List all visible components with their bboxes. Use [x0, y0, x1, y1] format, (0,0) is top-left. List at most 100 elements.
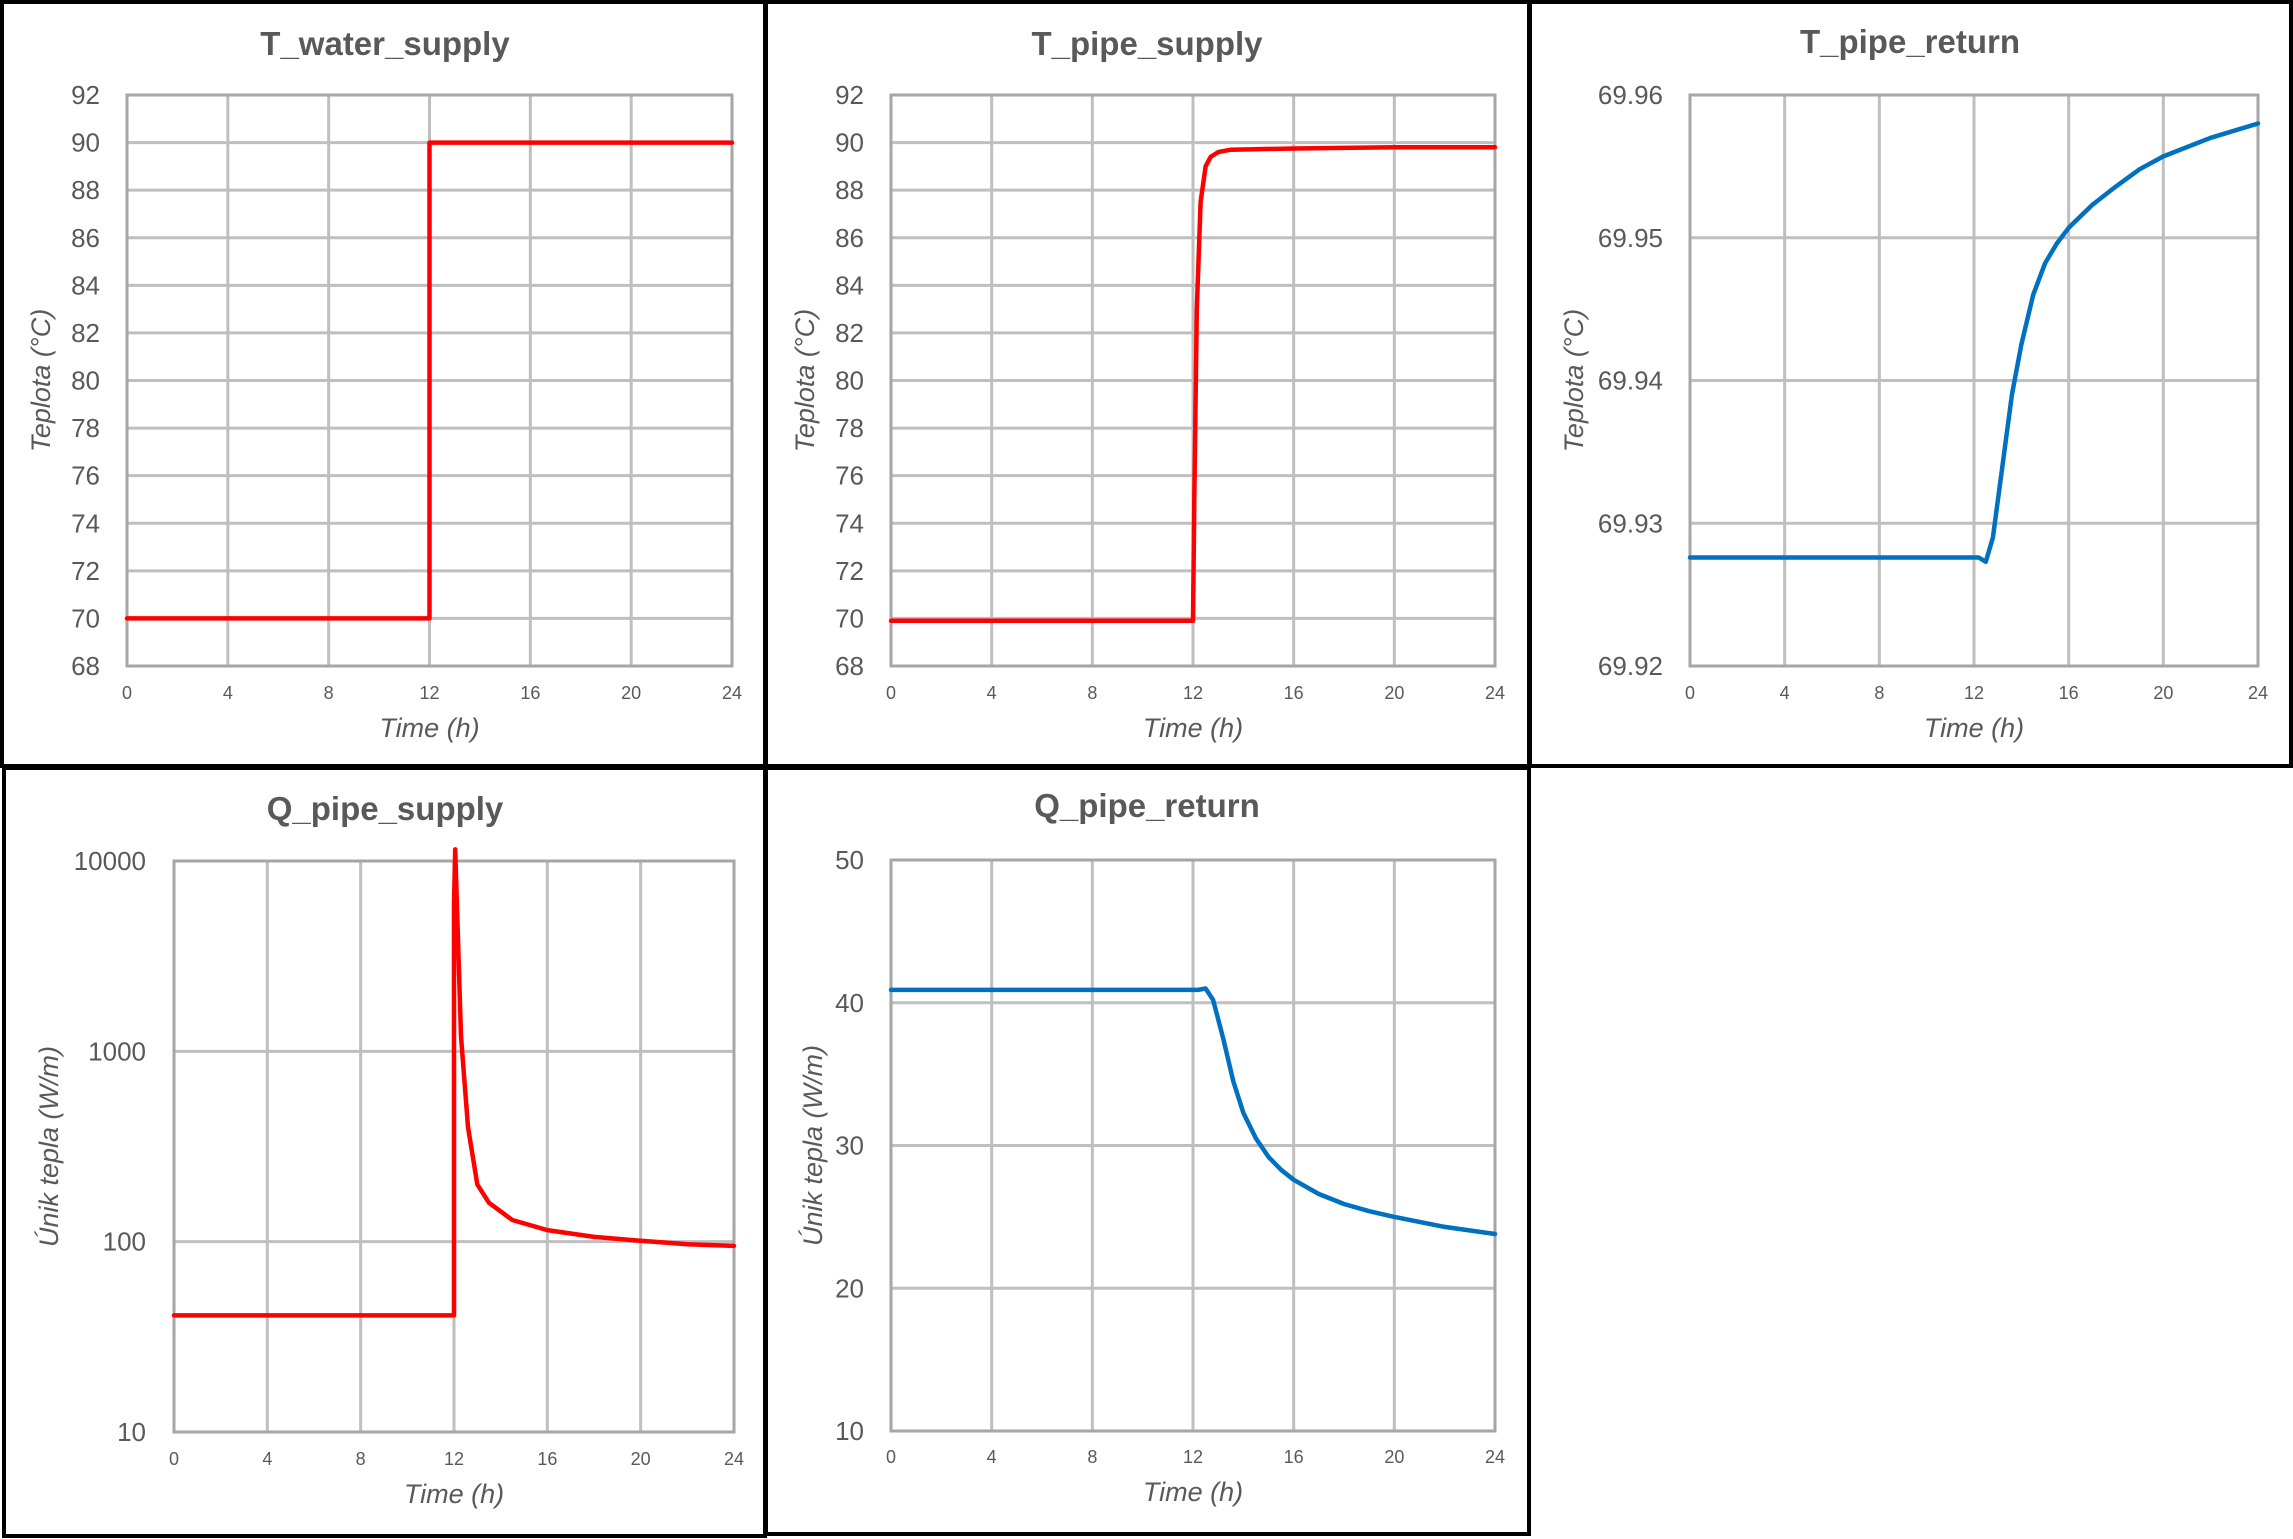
y-tick-label: 88: [835, 175, 864, 205]
y-tick-label: 78: [71, 413, 100, 443]
x-tick-label: 4: [987, 683, 997, 703]
y-tick-label: 10: [835, 1416, 864, 1446]
panel-border: [0, 0, 767, 768]
y-tick-label: 74: [835, 508, 864, 538]
panel-border: [764, 766, 1531, 1536]
plot-area: 0 4 8 12 16 20 24 10 100 1000 10000 Time (h) Únik te…: [33, 846, 744, 1509]
y-tick-label: 10: [117, 1417, 146, 1447]
x-tick-label: 20: [2153, 683, 2173, 703]
y-tick-label: 68: [71, 651, 100, 681]
y-tick-label: 69.93: [1598, 508, 1663, 538]
y-tick-label: 50: [835, 845, 864, 875]
y-tick-label: 86: [71, 223, 100, 253]
x-axis-label: Time (h): [1143, 713, 1243, 743]
x-tick-label: 8: [356, 1449, 366, 1469]
plot-area: 0 4 8 12 16 20 24 10 20 30 40 50 Time (h) Únik tepla …: [797, 845, 1505, 1507]
x-axis-label: Time (h): [1924, 713, 2024, 743]
y-tick-label: 72: [835, 556, 864, 586]
panel-border: [1528, 0, 2293, 768]
panel-q-pipe-supply: Q_pipe_supply 0 4 8 12 16 20 24 10 100 1000 10000 T…: [2, 766, 767, 1538]
y-tick-label: 70: [835, 603, 864, 633]
x-tick-label: 4: [1780, 683, 1790, 703]
x-axis-label: Time (h): [1143, 1477, 1243, 1507]
y-axis-label: Teplota (°C): [790, 309, 820, 452]
y-tick-label: 86: [835, 223, 864, 253]
x-tick-label: 0: [886, 1447, 896, 1467]
chart-title: Q_pipe_supply: [267, 790, 504, 827]
panel-t-pipe-return: T_pipe_return 0 4 8 12 16 20 24 69.92 69.93 69.94…: [1528, 0, 2293, 768]
x-tick-label: 20: [1384, 1447, 1404, 1467]
y-tick-label: 88: [71, 175, 100, 205]
y-tick-label: 90: [835, 128, 864, 158]
x-tick-label: 24: [724, 1449, 744, 1469]
y-tick-label: 69.92: [1598, 651, 1663, 681]
x-tick-label: 8: [1087, 1447, 1097, 1467]
y-tick-label: 69.94: [1598, 366, 1663, 396]
x-tick-label: 0: [169, 1449, 179, 1469]
y-tick-label: 78: [835, 413, 864, 443]
plot-frame: [889, 93, 1497, 668]
y-tick-label: 76: [71, 461, 100, 491]
plot-frame: [889, 858, 1497, 1433]
plot-area: 0 4 8 12 16 20 24 69.92 69.93 69.94 69.95 69.96 Time…: [1559, 80, 2268, 743]
plot-frame: [1688, 93, 2260, 668]
x-tick-label: 16: [537, 1449, 557, 1469]
x-tick-label: 12: [444, 1449, 464, 1469]
y-tick-label: 72: [71, 556, 100, 586]
y-tick-label: 82: [835, 318, 864, 348]
y-tick-label: 30: [835, 1131, 864, 1161]
y-tick-label: 100: [103, 1227, 146, 1257]
chart-title: T_water_supply: [260, 25, 510, 62]
y-axis-label: Únik tepla (W/m): [33, 1046, 64, 1247]
x-tick-label: 0: [1685, 683, 1695, 703]
x-tick-label: 0: [122, 683, 132, 703]
x-tick-label: 24: [1485, 1447, 1505, 1467]
panel-border: [764, 0, 1531, 768]
y-tick-label: 82: [71, 318, 100, 348]
y-tick-label: 69.95: [1598, 223, 1663, 253]
x-tick-label: 8: [1874, 683, 1884, 703]
y-tick-label: 69.96: [1598, 80, 1663, 110]
y-tick-label: 84: [71, 270, 100, 300]
series-line: [888, 986, 1498, 1237]
x-tick-label: 4: [987, 1447, 997, 1467]
y-tick-label: 80: [71, 366, 100, 396]
y-tick-label: 76: [835, 461, 864, 491]
y-axis-label: Teplota (°C): [1559, 309, 1589, 452]
plot-area: 0 4 8 12 16 20 24 68 70 72 74 76 78 80 82 84 86 88 90 92 Tim…: [790, 80, 1505, 743]
x-tick-label: 16: [1284, 1447, 1304, 1467]
y-tick-label: 70: [71, 603, 100, 633]
x-tick-label: 24: [2248, 683, 2268, 703]
x-tick-label: 12: [1964, 683, 1984, 703]
x-tick-label: 16: [2059, 683, 2079, 703]
chart-title: T_pipe_return: [1800, 23, 2020, 60]
x-tick-label: 4: [223, 683, 233, 703]
x-tick-label: 0: [886, 683, 896, 703]
y-tick-label: 1000: [88, 1036, 146, 1066]
y-tick-label: 68: [835, 651, 864, 681]
series-line: [171, 847, 737, 1318]
series-line: [888, 145, 1498, 624]
x-tick-label: 20: [621, 683, 641, 703]
series-line: [124, 140, 735, 621]
x-tick-label: 8: [324, 683, 334, 703]
panel-t-pipe-supply: T_pipe_supply 0 4 8 12 16 20 24 68 70 72 74 76 78 80 8…: [764, 0, 1531, 768]
x-tick-label: 12: [419, 683, 439, 703]
x-axis-label: Time (h): [404, 1479, 504, 1509]
panel-t-water-supply: T_water_supply 0 4 8 12 16 20 24 68 70 72 74 76 78 80…: [0, 0, 767, 768]
y-tick-label: 84: [835, 270, 864, 300]
x-axis-label: Time (h): [379, 713, 479, 743]
x-tick-label: 4: [262, 1449, 272, 1469]
x-tick-label: 24: [1485, 683, 1505, 703]
x-tick-label: 8: [1087, 683, 1097, 703]
plot-frame: [125, 93, 734, 668]
plot-area: 0 4 8 12 16 20 24 68 70 72 74 76 78 80 82 84 86 88 90 92 Tim…: [26, 80, 742, 743]
series-line: [1687, 121, 2261, 565]
chart-title: T_pipe_supply: [1031, 25, 1263, 62]
x-tick-label: 24: [722, 683, 742, 703]
y-tick-label: 20: [835, 1273, 864, 1303]
y-tick-label: 10000: [74, 846, 146, 876]
y-tick-label: 92: [71, 80, 100, 110]
y-tick-label: 74: [71, 508, 100, 538]
x-tick-label: 12: [1183, 1447, 1203, 1467]
